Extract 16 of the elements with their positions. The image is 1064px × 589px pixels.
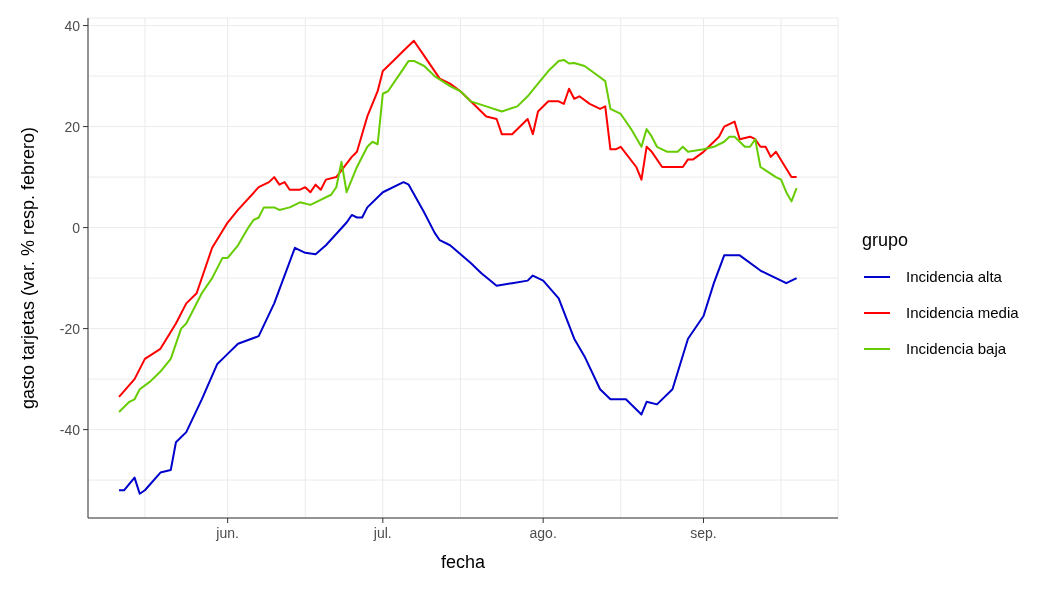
y-tick-label: 40 [64,17,81,34]
legend-title: grupo [862,229,910,251]
x-tick-label: sep. [690,525,717,541]
y-tick-label: -40 [59,421,81,438]
x-tick-label: jul. [372,525,392,541]
legend-label: Incidencia alta [906,268,1002,285]
legend-label: Incidencia media [906,304,1019,321]
y-tick-label: 20 [64,118,81,135]
legend-label: Incidencia baja [906,340,1007,357]
y-tick-label: -20 [59,320,81,337]
x-axis-title: fecha [440,552,486,572]
y-axis-title: gasto tarjetas (var. % resp. febrero) [18,126,39,410]
x-tick-label: jun. [215,525,239,541]
y-tick-label: 0 [72,219,81,236]
line-series [118,181,798,495]
x-tick-label: ago. [529,525,557,541]
